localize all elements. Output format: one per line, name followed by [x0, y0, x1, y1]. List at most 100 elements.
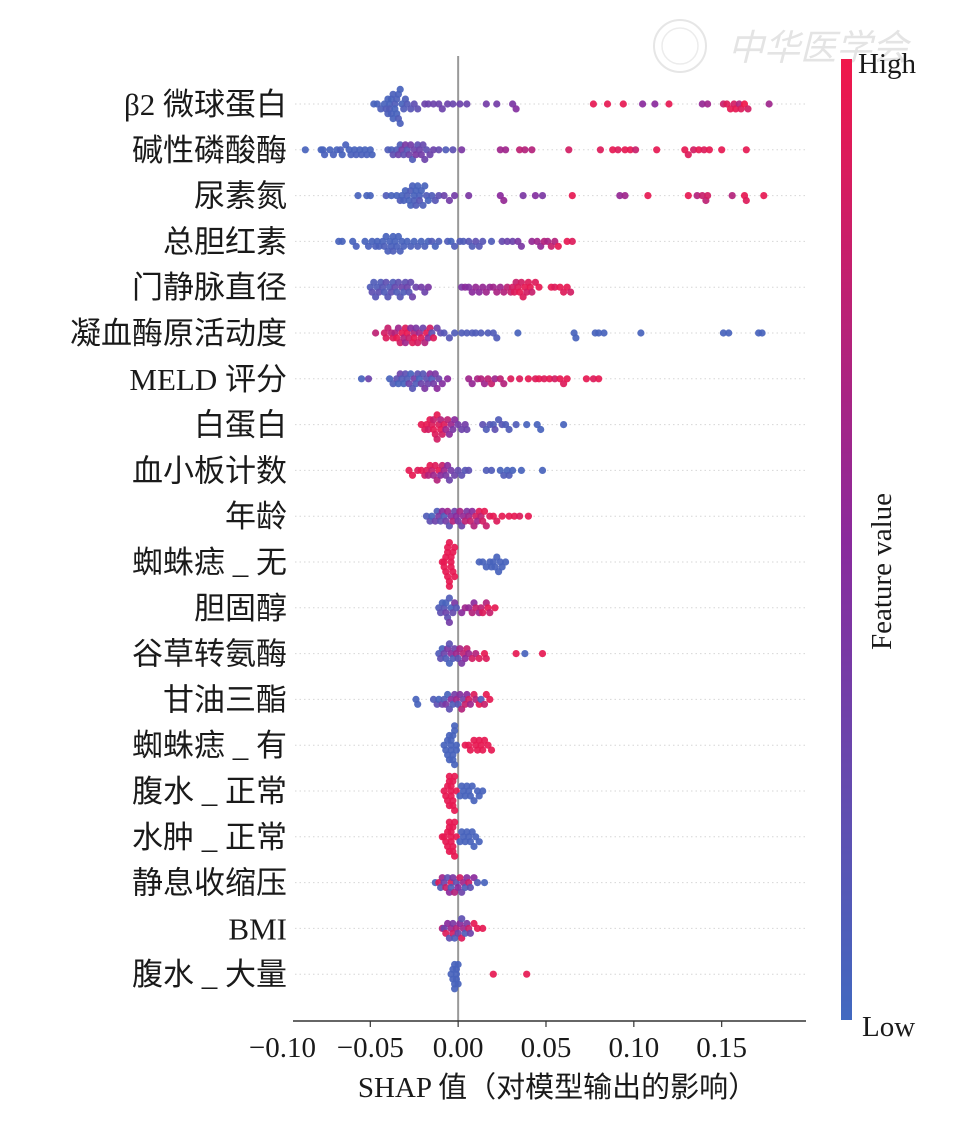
data-point — [704, 100, 712, 108]
data-point — [357, 375, 366, 383]
data-point — [382, 334, 390, 342]
data-point — [491, 375, 499, 383]
feature-label: 血小板计数 — [132, 453, 287, 488]
data-point — [568, 237, 576, 245]
data-point — [665, 100, 673, 108]
data-point — [563, 237, 571, 245]
data-point — [456, 100, 464, 108]
data-point — [760, 192, 768, 200]
data-point — [408, 471, 417, 479]
data-point — [725, 329, 733, 337]
data-point — [479, 237, 487, 245]
watermark: 中华医学会 — [653, 19, 912, 73]
watermark-logo-icon — [653, 19, 707, 73]
data-point — [438, 380, 446, 388]
data-point — [466, 883, 474, 892]
colorbar-gradient — [841, 59, 852, 1020]
data-point — [589, 375, 598, 383]
data-point — [728, 192, 736, 200]
x-tick-label: 0.00 — [433, 1032, 484, 1064]
feature-label: 腹水 _ 正常 — [132, 774, 287, 809]
data-point — [538, 192, 547, 200]
data-point — [451, 329, 459, 337]
data-point — [452, 746, 460, 754]
data-point — [540, 375, 548, 383]
data-point — [479, 746, 487, 754]
feature-label: BMI — [228, 911, 287, 946]
data-point — [498, 512, 506, 520]
data-point — [560, 421, 568, 429]
data-point — [454, 960, 462, 969]
data-point — [421, 155, 429, 164]
data-point — [364, 375, 373, 383]
feature-label: 门静脉直径 — [132, 270, 287, 305]
data-point — [482, 654, 490, 663]
data-point — [653, 146, 661, 154]
data-point — [521, 146, 529, 154]
data-point — [396, 85, 404, 93]
data-point — [468, 380, 476, 388]
data-point — [472, 329, 480, 337]
data-point — [512, 421, 520, 429]
data-point — [595, 329, 603, 337]
data-point — [463, 100, 471, 108]
data-point — [445, 476, 453, 484]
data-point — [479, 609, 487, 617]
data-point — [632, 146, 640, 154]
data-point — [433, 435, 441, 443]
data-point — [595, 375, 603, 383]
data-point — [528, 146, 536, 154]
data-point — [442, 146, 450, 154]
data-point — [512, 650, 520, 658]
data-point — [554, 242, 562, 250]
data-point — [609, 146, 617, 154]
data-point — [535, 283, 543, 291]
data-point — [372, 329, 380, 337]
data-point — [421, 182, 429, 190]
data-point — [451, 192, 459, 200]
data-point — [429, 146, 438, 154]
data-point — [451, 806, 459, 815]
data-point — [475, 838, 483, 846]
data-point — [449, 425, 457, 434]
data-point — [700, 146, 708, 154]
data-point — [626, 146, 634, 154]
data-point — [382, 192, 390, 200]
data-point — [765, 100, 773, 108]
data-point — [479, 787, 487, 795]
data-point — [465, 466, 473, 474]
x-tick-label: 0.10 — [608, 1032, 659, 1064]
data-point — [684, 192, 692, 200]
data-point — [489, 970, 497, 978]
data-point — [690, 146, 698, 154]
data-point — [524, 375, 533, 383]
data-point — [500, 196, 508, 205]
data-point — [475, 654, 483, 663]
data-point — [451, 242, 459, 250]
feature-label: 腹水 _ 大量 — [132, 957, 287, 992]
data-point — [616, 192, 624, 200]
data-point — [510, 512, 518, 520]
data-point — [744, 105, 752, 113]
data-point — [451, 772, 459, 781]
data-point — [487, 746, 496, 754]
data-point — [486, 695, 494, 704]
data-point — [452, 604, 460, 612]
data-point — [449, 146, 457, 154]
data-point — [412, 283, 420, 291]
data-point — [368, 151, 376, 159]
data-point — [454, 980, 462, 988]
data-point — [491, 425, 499, 434]
data-point — [695, 146, 703, 154]
data-point — [470, 842, 478, 851]
feature-label: 水肿 _ 正常 — [132, 820, 287, 855]
data-point — [644, 192, 652, 200]
data-point — [445, 640, 453, 648]
data-point — [742, 146, 750, 154]
data-point — [698, 100, 706, 108]
data-point — [321, 151, 329, 159]
data-point — [466, 700, 474, 708]
data-point — [487, 466, 496, 474]
data-point — [463, 329, 471, 337]
data-point — [445, 582, 453, 590]
